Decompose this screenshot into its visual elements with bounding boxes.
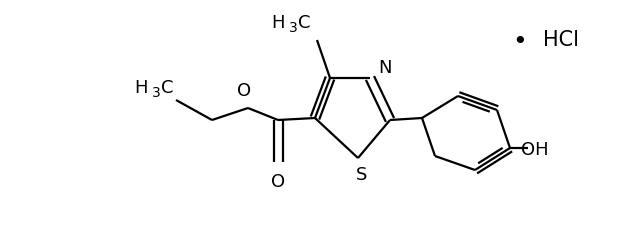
- Text: HCl: HCl: [543, 30, 579, 50]
- Text: O: O: [237, 82, 251, 100]
- Text: 3: 3: [152, 86, 161, 100]
- Text: OH: OH: [521, 141, 549, 159]
- Text: H: H: [134, 79, 148, 97]
- Text: S: S: [356, 166, 368, 184]
- Text: H: H: [271, 14, 285, 32]
- Text: •: •: [512, 30, 527, 54]
- Text: O: O: [271, 173, 285, 191]
- Text: N: N: [378, 59, 392, 77]
- Text: C: C: [161, 79, 174, 97]
- Text: C: C: [298, 14, 311, 32]
- Text: 3: 3: [289, 21, 298, 35]
